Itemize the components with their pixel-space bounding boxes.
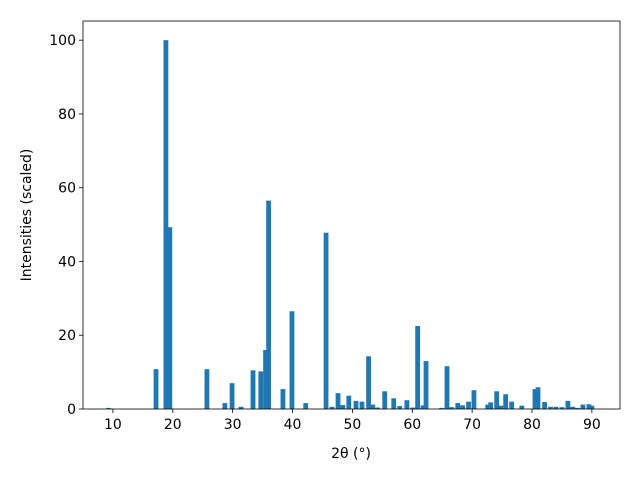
bar xyxy=(229,383,235,409)
bar xyxy=(423,361,429,409)
x-tick-label: 10 xyxy=(104,417,122,433)
x-tick-label: 30 xyxy=(224,417,242,433)
bar xyxy=(420,405,426,409)
bar xyxy=(303,403,309,409)
bar xyxy=(542,401,547,409)
bar xyxy=(204,369,210,409)
x-tick-label: 80 xyxy=(523,417,541,433)
bar xyxy=(471,390,477,409)
y-axis-label: Intensities (scaled) xyxy=(19,149,35,282)
y-tick-label: 20 xyxy=(58,328,76,344)
bar xyxy=(397,406,403,409)
bar xyxy=(410,407,416,409)
bar xyxy=(553,406,559,409)
bar xyxy=(289,311,295,409)
bar xyxy=(340,404,346,409)
bar xyxy=(153,369,159,409)
bar xyxy=(323,232,329,409)
x-tick-label: 70 xyxy=(463,417,481,433)
bar xyxy=(353,400,359,409)
bar xyxy=(222,403,228,409)
bar xyxy=(415,326,421,409)
x-axis-label: 2θ (°) xyxy=(331,446,371,462)
bar xyxy=(449,407,455,409)
bar xyxy=(366,356,371,409)
bar xyxy=(580,404,586,409)
x-tick-label: 60 xyxy=(403,417,421,433)
x-tick-label: 40 xyxy=(284,417,302,433)
bar xyxy=(565,400,571,409)
bars xyxy=(106,40,595,409)
bar xyxy=(370,404,376,409)
bar xyxy=(586,404,592,409)
bar xyxy=(238,406,244,409)
bar xyxy=(498,405,504,409)
y-tick-label: 40 xyxy=(58,254,76,270)
bar xyxy=(329,406,335,409)
bar xyxy=(532,389,538,409)
bar xyxy=(266,200,271,409)
y-tick-label: 80 xyxy=(58,107,76,123)
x-tick-label: 20 xyxy=(164,417,182,433)
bar xyxy=(335,393,341,409)
bar xyxy=(575,407,580,409)
bar xyxy=(455,403,461,409)
bar xyxy=(346,395,352,409)
bar xyxy=(488,402,494,409)
bar xyxy=(106,407,112,409)
bar xyxy=(589,405,595,409)
bar xyxy=(509,401,515,409)
bar xyxy=(519,405,525,409)
bar xyxy=(280,389,286,409)
plot-frame xyxy=(82,20,621,410)
bar xyxy=(263,349,268,409)
bar xyxy=(167,227,173,409)
bar xyxy=(466,401,471,409)
bar xyxy=(535,387,541,409)
bar xyxy=(503,394,509,409)
y-tick-label: 60 xyxy=(58,181,76,197)
bar xyxy=(404,400,410,409)
bar xyxy=(163,40,169,409)
bar xyxy=(444,366,450,409)
bar xyxy=(250,370,256,409)
bar xyxy=(548,406,553,409)
y-tick-label: 0 xyxy=(67,402,76,418)
bar xyxy=(559,407,565,409)
bar xyxy=(258,371,264,409)
bar xyxy=(485,404,491,409)
bar xyxy=(382,391,388,409)
bar xyxy=(570,406,576,409)
bar xyxy=(439,407,444,409)
y-tick-label: 100 xyxy=(49,33,76,49)
x-tick-label: 90 xyxy=(583,417,601,433)
bar xyxy=(460,405,465,409)
bar xyxy=(375,407,380,409)
x-tick-label: 50 xyxy=(343,417,361,433)
bar xyxy=(494,391,500,409)
bar xyxy=(391,398,397,409)
bar xyxy=(359,401,365,409)
